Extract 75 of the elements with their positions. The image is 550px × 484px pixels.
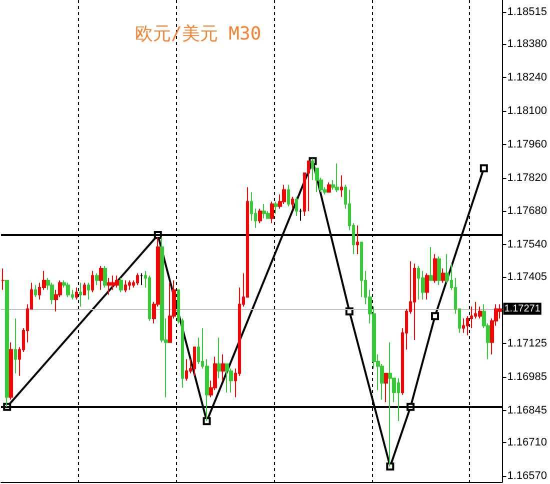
candlestick [168, 282, 172, 343]
candlestick [287, 184, 290, 207]
candlestick [340, 174, 343, 198]
candlestick [1, 268, 5, 290]
candlestick [111, 275, 115, 290]
candlestick [107, 277, 111, 296]
candlestick [384, 372, 388, 403]
y-tick-label: 1.18515 [507, 6, 548, 18]
candlestick [425, 272, 429, 300]
candlestick [270, 201, 274, 224]
candlestick [87, 282, 90, 300]
candlestick [274, 201, 278, 214]
y-tick-label: 1.17960 [507, 138, 548, 150]
candlestick [185, 358, 188, 382]
candlestick [388, 342, 392, 467]
y-tick-label: 1.16710 [507, 436, 548, 449]
candlestick [119, 277, 123, 293]
candlestick [433, 254, 437, 284]
candlestick [99, 266, 103, 290]
candlestick [221, 354, 225, 382]
candlestick [136, 272, 139, 286]
candlestick [356, 224, 359, 255]
point [202, 417, 211, 426]
candlestick [437, 256, 441, 286]
candlestick [225, 363, 229, 394]
point [386, 462, 394, 470]
candlestick [5, 280, 9, 408]
candlestick [128, 280, 131, 290]
candlestick [148, 275, 151, 322]
candlestick [327, 182, 331, 193]
candlestick [429, 246, 433, 281]
y-tick-label: 1.17820 [507, 172, 548, 184]
candlestick [307, 160, 310, 212]
candlestick [140, 272, 143, 286]
y-tick-label: 1.17125 [507, 338, 548, 350]
candlestick [66, 282, 70, 298]
candlestick [9, 342, 13, 400]
candlestick [478, 306, 482, 320]
point [431, 312, 439, 320]
candlestick [124, 280, 127, 293]
point [480, 164, 488, 172]
candlestick [79, 282, 82, 308]
candlestick [217, 337, 221, 379]
y-tick-label: 1.17405 [507, 270, 548, 283]
y-tick-label: 1.17540 [507, 238, 548, 251]
candlestick [262, 204, 266, 219]
y-tick-label: 1.16985 [507, 371, 548, 384]
candlestick [299, 208, 302, 222]
y-tick-label: 1.18100 [507, 104, 548, 117]
candlestick [421, 270, 425, 300]
y-tick-label: 1.17680 [507, 205, 548, 218]
candlestick [462, 318, 465, 334]
candlestick [295, 196, 298, 216]
candlestick [75, 287, 78, 300]
candlestick [282, 184, 286, 205]
candlestick [83, 282, 86, 296]
candlestick [50, 282, 54, 305]
y-tick-label: 1.16570 [507, 470, 548, 482]
y-tick-label: 1.18380 [507, 38, 548, 50]
ref-line-label: 1.17271 [504, 303, 541, 314]
candlestick [103, 266, 107, 288]
candlestick [95, 272, 99, 286]
candlestick [193, 346, 196, 376]
candlestick [34, 284, 37, 298]
candlestick [413, 263, 416, 341]
candlestick [115, 275, 119, 288]
candlestick [14, 318, 17, 374]
y-tick-label: 1.18240 [507, 72, 548, 84]
candlestick [258, 208, 262, 224]
text: 欧元/美元 M30 [135, 24, 262, 44]
candlestick [441, 268, 445, 284]
y-tick-label: 1.16845 [507, 404, 548, 416]
candlestick [335, 162, 339, 193]
candlestick [291, 196, 294, 210]
candlestick [91, 270, 94, 293]
